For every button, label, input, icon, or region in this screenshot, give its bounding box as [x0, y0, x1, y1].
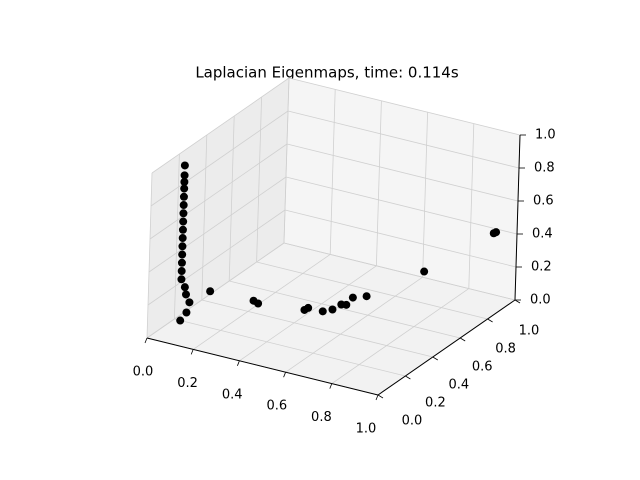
grid-line — [376, 100, 382, 266]
tick-mark — [190, 349, 194, 355]
grid-line — [147, 209, 286, 306]
grid-line — [331, 288, 470, 384]
grid-line — [288, 77, 521, 136]
point — [176, 316, 185, 325]
point — [177, 275, 186, 284]
point — [177, 267, 186, 276]
point — [178, 225, 187, 234]
grid-line — [149, 143, 288, 240]
grid-line — [283, 77, 290, 244]
grid-line — [174, 153, 180, 320]
z-tick-label: 1.0 — [535, 128, 556, 143]
point — [185, 298, 194, 307]
z-tick-label: 0.0 — [530, 293, 551, 308]
point — [304, 303, 313, 312]
point — [179, 209, 188, 218]
point — [180, 171, 189, 180]
point — [342, 300, 351, 309]
tick-mark — [144, 337, 148, 344]
tick-mark — [487, 318, 493, 323]
point — [362, 292, 371, 301]
grid-line — [468, 123, 475, 289]
y-tick-label: 1.0 — [519, 324, 540, 339]
point — [178, 242, 187, 251]
chart-title: Laplacian Eigenmaps, time: 0.114s — [195, 64, 459, 82]
point — [180, 184, 189, 193]
grid-line — [256, 96, 262, 263]
tick-mark — [432, 356, 439, 361]
grid-line — [239, 265, 377, 362]
point — [178, 250, 187, 259]
point — [180, 283, 189, 292]
point — [180, 161, 189, 170]
grid-line — [256, 261, 488, 320]
grid-line — [146, 242, 285, 339]
grid-line — [228, 115, 235, 282]
grid-line — [284, 209, 517, 268]
point — [348, 293, 357, 302]
x-tick-label: 0.6 — [266, 399, 287, 414]
y-tick-label: 0.2 — [425, 396, 446, 411]
tick-mark — [283, 372, 286, 378]
axis-line — [514, 134, 521, 301]
grid-line — [285, 276, 423, 373]
tick-mark — [405, 375, 411, 380]
z-tick-label: 0.4 — [532, 227, 553, 242]
tick-mark — [237, 360, 240, 366]
tick-mark — [377, 394, 384, 399]
floor-pane — [147, 243, 515, 395]
back-pane — [284, 78, 520, 300]
y-tick-label: 0.6 — [472, 360, 493, 375]
z-tick-label: 0.8 — [534, 161, 555, 176]
tick-mark — [514, 299, 521, 304]
point — [181, 290, 190, 299]
tick-mark — [329, 383, 333, 389]
grid-line — [150, 110, 289, 207]
grid-line — [146, 172, 153, 339]
y-tick-label: 0.4 — [448, 378, 469, 393]
axis-line — [146, 337, 379, 396]
grid-line — [283, 242, 516, 301]
tick-mark — [459, 337, 466, 342]
x-tick-label: 1.0 — [356, 422, 377, 437]
point — [420, 267, 429, 276]
y-tick-label: 0.8 — [495, 342, 516, 357]
point — [206, 287, 215, 296]
x-tick-label: 0.4 — [222, 387, 243, 402]
grid-line — [329, 89, 336, 255]
grid-line — [201, 299, 433, 358]
grid-line — [174, 318, 406, 377]
point — [179, 201, 188, 210]
grid-line — [286, 143, 519, 202]
point — [328, 305, 337, 314]
grid-line — [201, 134, 208, 301]
point — [177, 258, 186, 267]
z-tick-label: 0.6 — [533, 194, 554, 209]
x-tick-label: 0.2 — [177, 376, 198, 391]
x-tick-label: 0.0 — [133, 365, 154, 380]
x-tick-label: 0.8 — [311, 410, 332, 425]
point — [492, 228, 501, 237]
grid-line — [229, 280, 461, 339]
grid-line — [422, 112, 428, 278]
point — [179, 192, 188, 201]
point — [182, 308, 191, 317]
point — [318, 307, 327, 316]
point — [178, 234, 187, 243]
tick-mark — [375, 394, 379, 401]
axis-line — [377, 299, 516, 396]
grid-line — [285, 176, 518, 235]
grid-line — [287, 110, 520, 169]
y-tick-label: 0.0 — [402, 414, 423, 429]
point — [254, 299, 263, 308]
z-tick-label: 0.2 — [531, 260, 552, 275]
grid-line — [151, 77, 290, 174]
point — [179, 217, 188, 226]
point — [180, 177, 189, 186]
grid-line — [148, 176, 287, 273]
